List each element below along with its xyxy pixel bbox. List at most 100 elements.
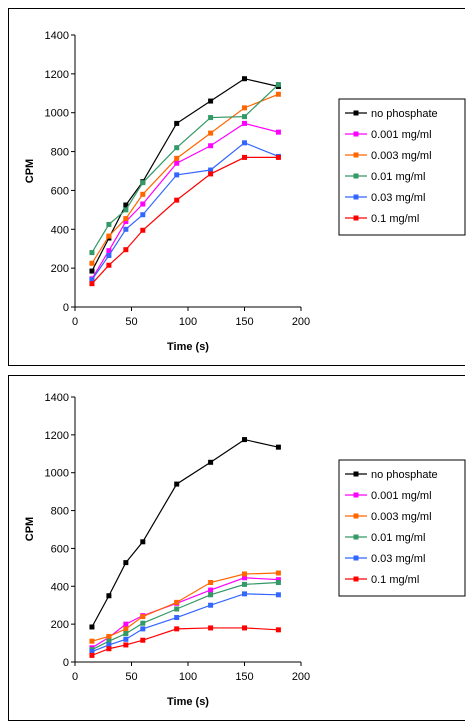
legend-marker-swatch bbox=[353, 131, 359, 137]
y-tick-label: 1200 bbox=[45, 430, 69, 442]
data-point-marker bbox=[140, 191, 146, 197]
legend-label: 0.01 mg/ml bbox=[371, 171, 425, 183]
series-0-1-mg-ml bbox=[89, 154, 281, 287]
data-point-marker bbox=[106, 221, 112, 227]
data-point-marker bbox=[140, 539, 146, 545]
x-tick-label: 200 bbox=[292, 316, 310, 328]
data-point-marker bbox=[106, 262, 112, 268]
data-point-marker bbox=[89, 260, 95, 266]
data-point-marker bbox=[123, 631, 129, 637]
data-point-marker bbox=[242, 114, 247, 120]
data-point-marker bbox=[89, 268, 95, 274]
data-point-marker bbox=[106, 233, 112, 239]
series-line bbox=[91, 122, 279, 280]
data-point-marker bbox=[140, 637, 146, 643]
series-line bbox=[91, 581, 279, 651]
data-point-marker bbox=[89, 277, 95, 283]
data-point-marker bbox=[174, 155, 180, 161]
series-line bbox=[91, 438, 279, 628]
data-point-marker bbox=[208, 459, 214, 465]
x-tick-label: 0 bbox=[72, 316, 78, 328]
data-point-marker bbox=[89, 652, 95, 658]
data-point-marker bbox=[106, 593, 112, 599]
series-line bbox=[91, 142, 279, 281]
legend-item: 0.001 mg/ml bbox=[345, 129, 432, 141]
data-point-marker bbox=[242, 76, 247, 82]
data-point-marker bbox=[140, 626, 146, 632]
series-line bbox=[91, 156, 279, 285]
data-point-marker bbox=[275, 82, 281, 88]
data-point-marker bbox=[275, 577, 281, 583]
data-point-marker bbox=[89, 638, 95, 644]
series-0-1-mg-ml bbox=[89, 625, 281, 658]
legend-item: 0.003 mg/ml bbox=[345, 150, 432, 162]
data-point-marker bbox=[106, 642, 112, 648]
legend-item: 0.1 mg/ml bbox=[345, 574, 419, 586]
data-point-marker bbox=[242, 591, 247, 597]
x-axis-title: Time (s) bbox=[167, 341, 209, 353]
data-point-marker bbox=[123, 219, 129, 225]
data-point-marker bbox=[140, 201, 146, 207]
legend-label: 0.1 mg/ml bbox=[371, 574, 419, 586]
y-tick-label: 1200 bbox=[45, 69, 69, 81]
y-tick-label: 1400 bbox=[45, 392, 69, 404]
series-0-003-mg-ml bbox=[89, 570, 281, 644]
y-tick-label: 1000 bbox=[45, 468, 69, 480]
data-point-marker bbox=[242, 575, 247, 581]
data-point-marker bbox=[242, 154, 247, 160]
data-point-marker bbox=[174, 599, 180, 605]
legend-box bbox=[338, 459, 466, 597]
x-tick-label: 150 bbox=[235, 671, 253, 683]
data-point-marker bbox=[208, 115, 214, 121]
data-point-marker bbox=[275, 154, 281, 160]
x-tick-label: 100 bbox=[179, 316, 197, 328]
legend-label: 0.003 mg/ml bbox=[371, 511, 432, 523]
y-tick-label: 200 bbox=[51, 263, 69, 275]
x-tick-label: 200 bbox=[292, 671, 310, 683]
series-0-003-mg-ml bbox=[89, 91, 281, 266]
data-point-marker bbox=[123, 636, 129, 642]
data-point-marker bbox=[174, 615, 180, 621]
data-point-marker bbox=[208, 625, 214, 631]
series-0-001-mg-ml bbox=[89, 575, 281, 651]
data-point-marker bbox=[123, 626, 129, 632]
legend-marker-swatch bbox=[353, 555, 359, 561]
data-point-marker bbox=[208, 130, 214, 136]
series-line bbox=[91, 572, 279, 642]
data-point-marker bbox=[242, 105, 247, 111]
chart-panel-bottom: 0 200 400 600 800 1000 1200 1400 0 50 100 150 200 CPM… bbox=[8, 375, 466, 721]
data-point-marker bbox=[242, 625, 247, 631]
data-point-marker bbox=[275, 570, 281, 576]
y-tick-label: 1400 bbox=[45, 30, 69, 42]
x-tick-label: 150 bbox=[235, 316, 253, 328]
y-tick-label: 200 bbox=[51, 619, 69, 631]
legend-marker-swatch bbox=[353, 173, 359, 179]
data-point-marker bbox=[140, 227, 146, 233]
y-tick-label: 800 bbox=[51, 506, 69, 518]
legend-marker-swatch bbox=[353, 110, 359, 116]
series-line bbox=[91, 593, 279, 653]
data-point-marker bbox=[242, 437, 247, 443]
data-point-marker bbox=[123, 642, 129, 648]
legend-label: 0.1 mg/ml bbox=[371, 213, 419, 225]
data-point-marker bbox=[208, 167, 214, 173]
data-point-marker bbox=[106, 248, 112, 254]
y-axis-title: CPM bbox=[24, 517, 36, 541]
x-tick-label: 50 bbox=[125, 316, 137, 328]
legend-item: 0.03 mg/ml bbox=[345, 553, 425, 565]
data-point-marker bbox=[174, 197, 180, 203]
data-point-marker bbox=[106, 253, 112, 259]
y-axis-title: CPM bbox=[24, 159, 36, 183]
data-point-marker bbox=[174, 626, 180, 632]
data-point-marker bbox=[174, 172, 180, 178]
legend-label: 0.001 mg/ml bbox=[371, 129, 432, 141]
data-point-marker bbox=[275, 91, 281, 97]
legend-marker-swatch bbox=[353, 152, 359, 158]
legend-label: no phosphate bbox=[371, 469, 438, 481]
data-point-marker bbox=[275, 627, 281, 633]
legend-item: no phosphate bbox=[345, 469, 438, 481]
legend-label: 0.001 mg/ml bbox=[371, 490, 432, 502]
data-point-marker bbox=[123, 216, 129, 222]
data-point-marker bbox=[174, 160, 180, 166]
y-tick-label: 400 bbox=[51, 581, 69, 593]
